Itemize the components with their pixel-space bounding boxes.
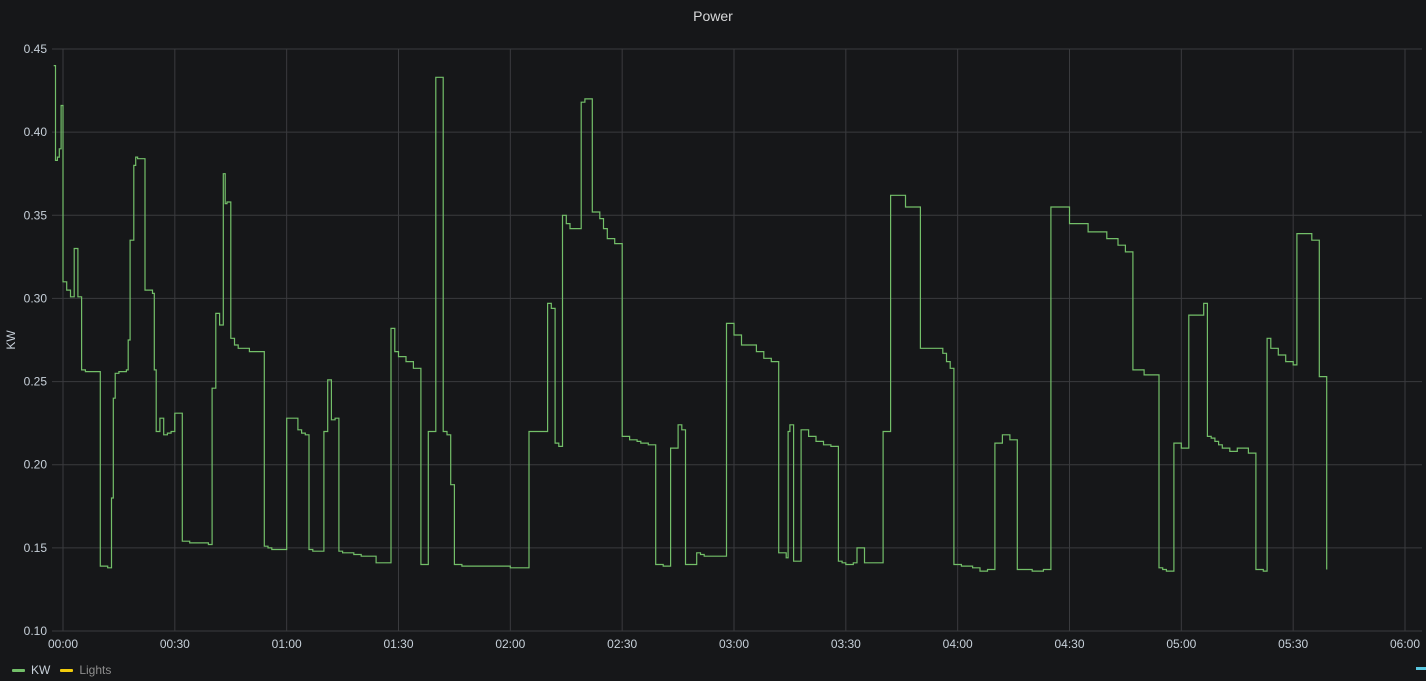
legend: KW Lights xyxy=(12,662,111,678)
x-axis: 00:00 00:30 01:00 01:30 02:00 02:30 03:00 03:30… xyxy=(48,637,1420,651)
x-tick-label: 03:00 xyxy=(719,637,749,651)
y-axis-title: KW xyxy=(4,330,18,350)
x-tick-label: 02:00 xyxy=(495,637,525,651)
x-tick-label: 03:30 xyxy=(831,637,861,651)
x-tick-label: 04:30 xyxy=(1054,637,1084,651)
y-tick-label: 0.10 xyxy=(24,624,48,638)
x-tick-label: 01:00 xyxy=(272,637,302,651)
x-tick-label: 01:30 xyxy=(383,637,413,651)
legend-item-kw[interactable]: KW xyxy=(12,663,50,677)
x-tick-label: 06:00 xyxy=(1390,637,1420,651)
legend-swatch-kw xyxy=(12,668,25,672)
y-tick-label: 0.20 xyxy=(24,458,48,472)
x-tick-label: 04:00 xyxy=(943,637,973,651)
power-chart[interactable]: 0.100.150.200.250.300.350.400.45 00:00 00… xyxy=(0,0,1426,660)
panel-title[interactable]: Power xyxy=(693,8,733,24)
y-axis: 0.10 0.15 0.20 0.25 0.30 0.35 0.40 0.45 xyxy=(24,42,48,638)
x-tick-label: 05:00 xyxy=(1166,637,1196,651)
legend-label-kw: KW xyxy=(31,663,51,677)
panel-resize-handle[interactable] xyxy=(1416,667,1426,670)
x-tick-label: 02:30 xyxy=(607,637,637,651)
y-tick-label: 0.30 xyxy=(24,291,48,305)
x-tick-label: 05:30 xyxy=(1278,637,1308,651)
series-line-kw[interactable] xyxy=(53,65,1328,572)
y-tick-label: 0.35 xyxy=(24,208,48,222)
y-tick-label: 0.40 xyxy=(24,125,48,139)
grid xyxy=(52,48,1422,632)
x-tick-label: 00:00 xyxy=(48,637,78,651)
x-tick-label: 00:30 xyxy=(160,637,190,651)
y-tick-label: 0.45 xyxy=(24,42,48,56)
y-tick-label: 0.25 xyxy=(24,375,48,389)
y-tick-label: 0.15 xyxy=(24,541,48,555)
legend-item-lights[interactable]: Lights xyxy=(60,663,111,677)
series-group xyxy=(53,65,1328,572)
legend-swatch-lights xyxy=(60,668,74,672)
legend-label-lights: Lights xyxy=(79,663,112,677)
